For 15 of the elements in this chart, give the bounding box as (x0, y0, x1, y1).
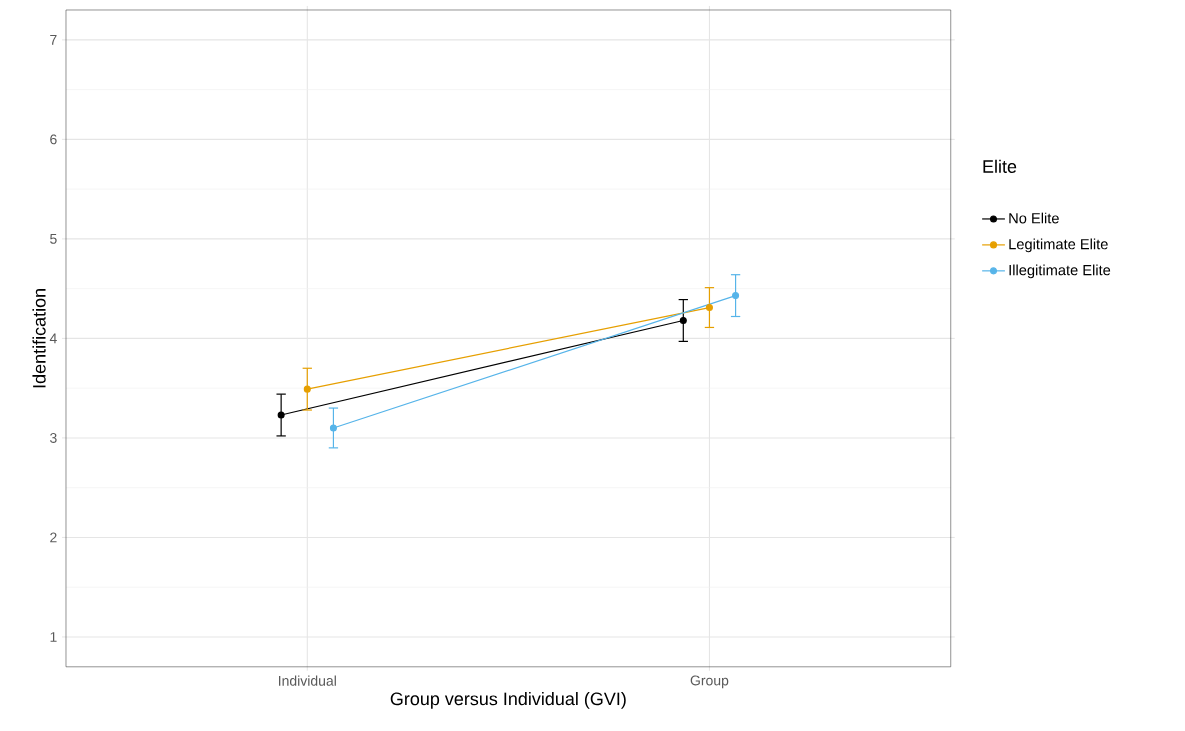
y-tick-label: 3 (50, 433, 57, 443)
y-tick-label: 5 (50, 234, 57, 244)
y-tick-label: 7 (50, 35, 57, 45)
y-tick-label: 4 (49, 333, 57, 344)
x-tick-label: Group (690, 675, 729, 689)
y-tick-label: 6 (50, 134, 57, 145)
legend-label: Illegitimate Elite (1009, 264, 1111, 279)
x-tick-label: Individual (279, 675, 336, 686)
legend-title: Elite (983, 159, 1017, 174)
y-axis-title: Identification (32, 289, 46, 388)
y-tick-label: 1 (50, 632, 57, 642)
y-tick-label: 2 (50, 532, 57, 543)
legend-label: No Elite (1009, 212, 1059, 224)
x-axis-title: Group versus Individual (GVI) (390, 692, 626, 709)
legend-label: Legitimate Elite (1009, 238, 1108, 253)
